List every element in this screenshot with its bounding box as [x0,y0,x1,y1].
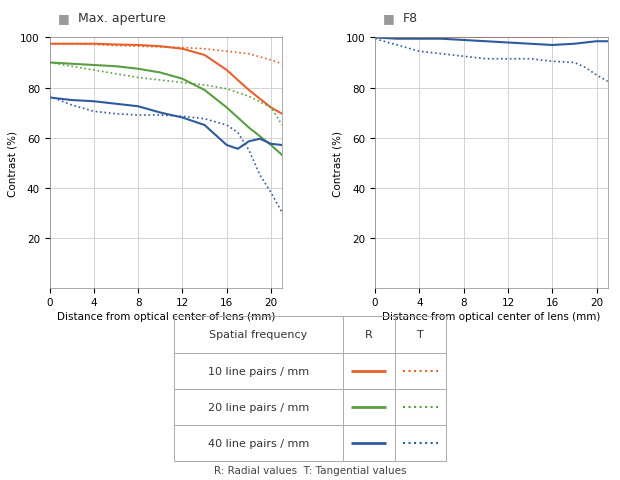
Text: R: Radial values  T: Tangential values: R: Radial values T: Tangential values [214,465,406,475]
Y-axis label: Contrast (%): Contrast (%) [7,130,17,196]
Y-axis label: Contrast (%): Contrast (%) [333,130,343,196]
Text: 20 line pairs / mm: 20 line pairs / mm [208,402,309,412]
Text: Spatial frequency: Spatial frequency [209,330,308,340]
Text: T: T [417,330,424,340]
Text: Max. aperture: Max. aperture [78,12,166,25]
Text: ■: ■ [58,12,69,25]
X-axis label: Distance from optical center of lens (mm): Distance from optical center of lens (mm… [56,312,275,322]
X-axis label: Distance from optical center of lens (mm): Distance from optical center of lens (mm… [382,312,601,322]
Text: 40 line pairs / mm: 40 line pairs / mm [208,438,309,448]
Text: 10 line pairs / mm: 10 line pairs / mm [208,366,309,376]
Text: F8: F8 [403,12,418,25]
Text: R: R [365,330,373,340]
Text: ■: ■ [383,12,395,25]
